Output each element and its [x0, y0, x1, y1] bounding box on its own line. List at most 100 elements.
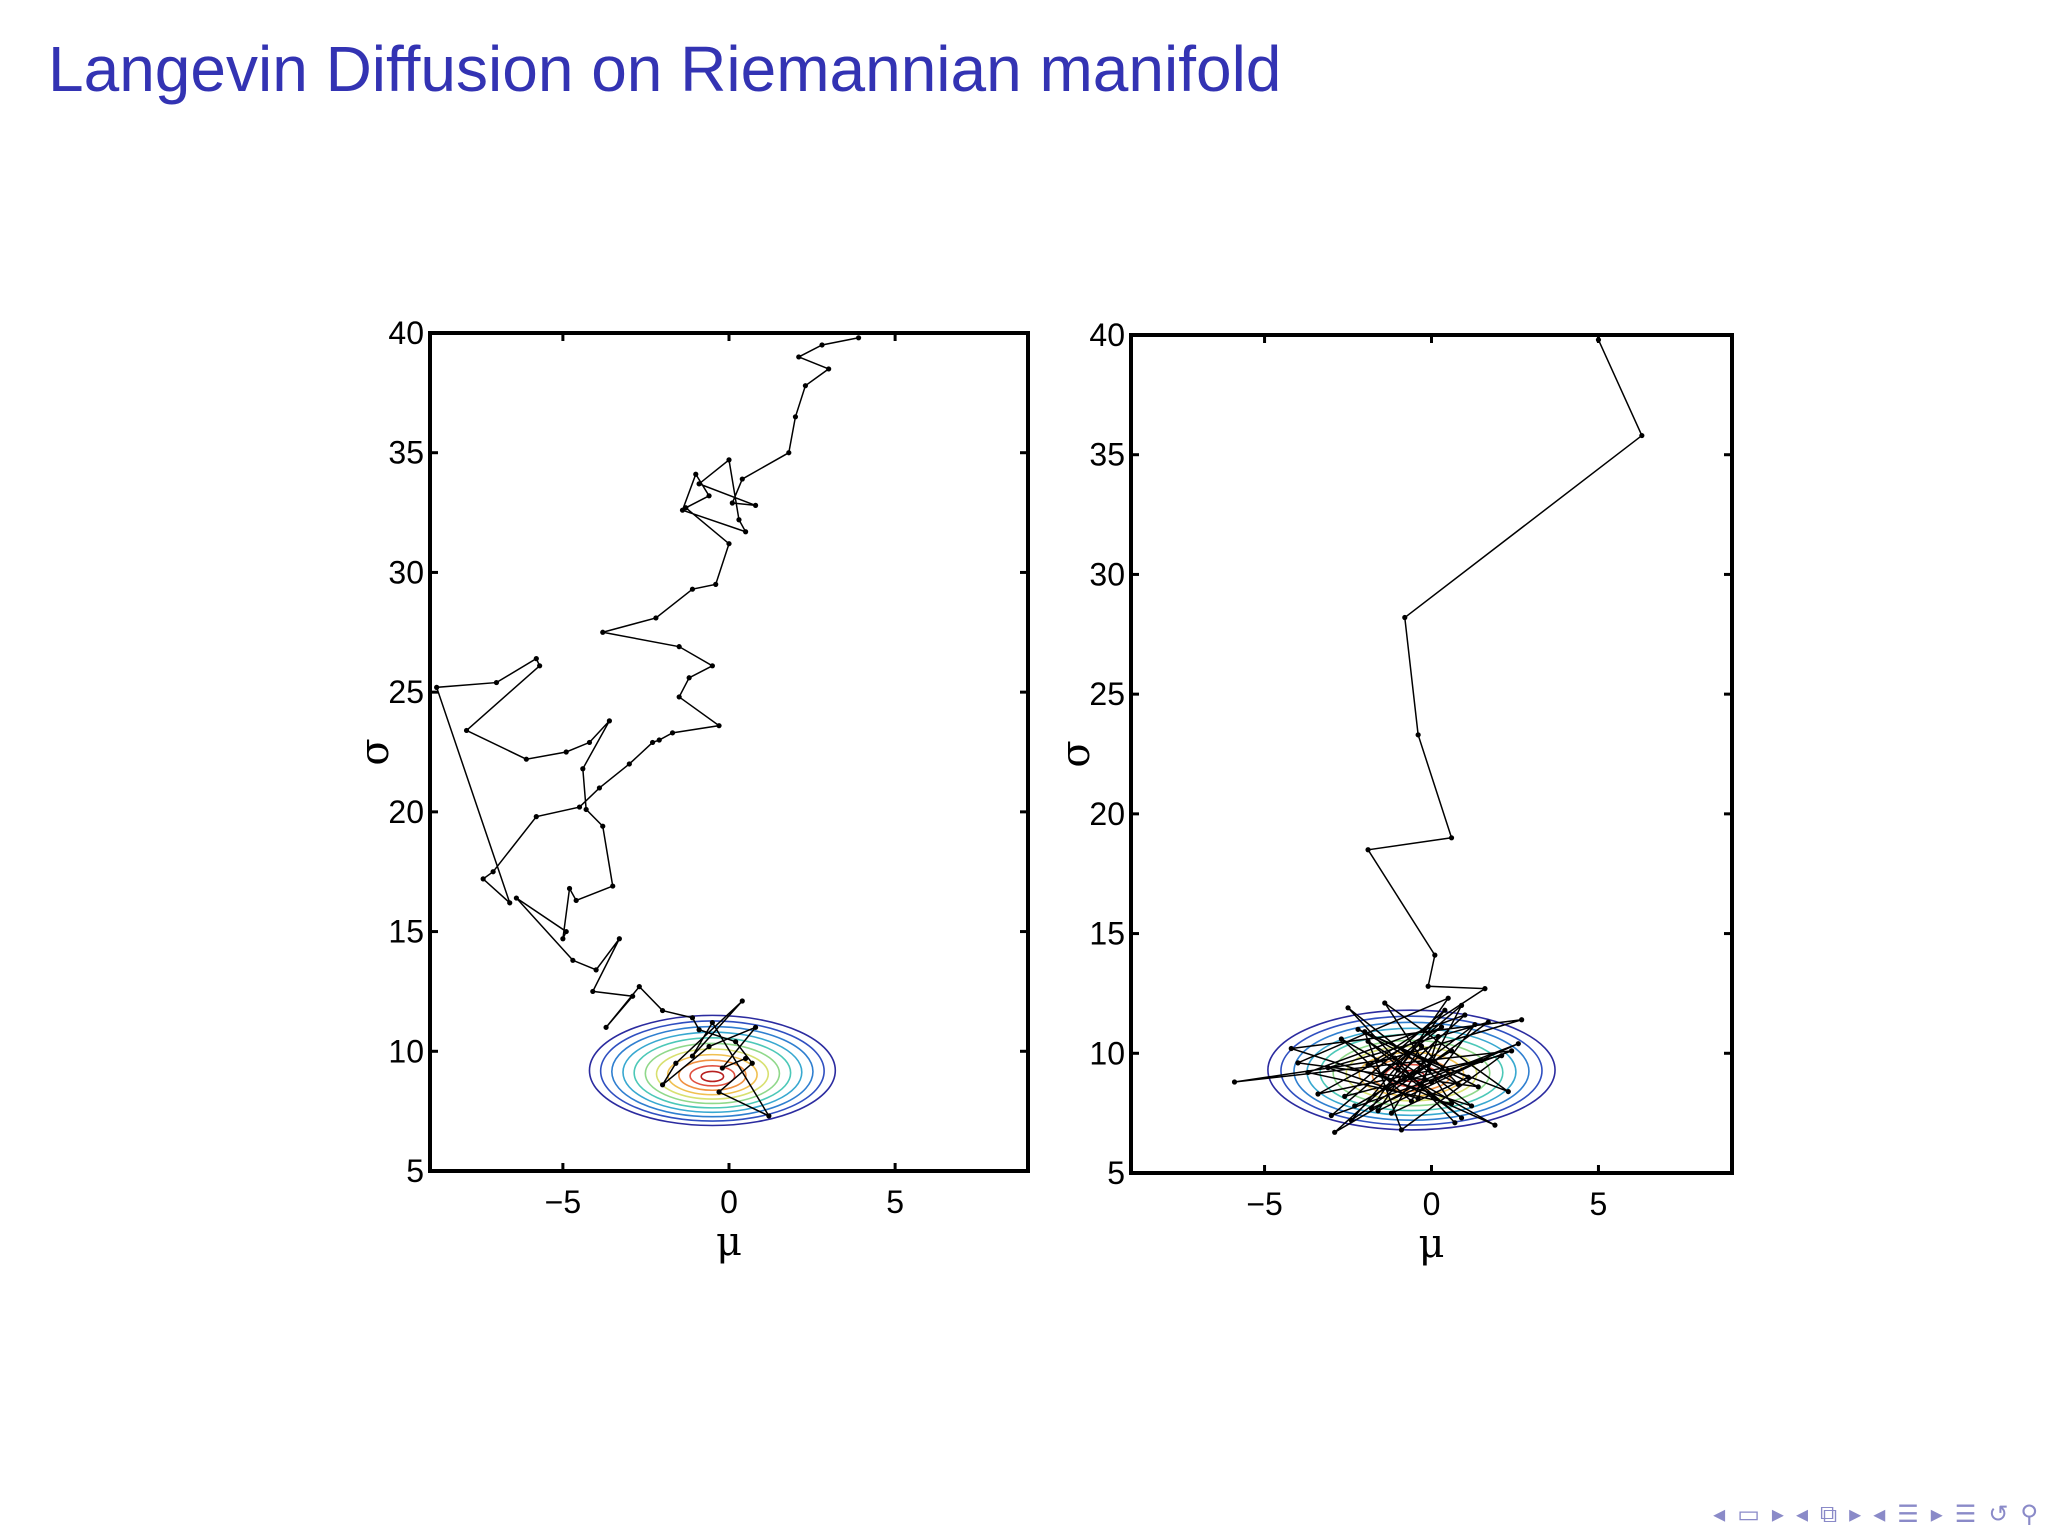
y-tick-label: 5: [1107, 1155, 1125, 1191]
trajectory-point: [626, 761, 632, 767]
trajectory-point: [743, 529, 749, 535]
x-axis-label: μ: [1419, 1221, 1445, 1267]
trajectory-point: [586, 739, 593, 746]
trajectory-point: [580, 766, 586, 772]
trajectory-point: [786, 450, 792, 456]
trajectory-point: [1345, 1005, 1351, 1011]
trajectory-point: [1338, 1036, 1344, 1042]
trajectory-point: [739, 998, 745, 1004]
trajectory-point: [819, 342, 825, 348]
trajectory-point: [603, 1024, 609, 1030]
trajectory-point: [766, 1113, 772, 1119]
trajectory-point: [1468, 1103, 1475, 1109]
trajectory-point: [560, 936, 566, 942]
trajectory-point: [1385, 1086, 1391, 1092]
trajectory-point: [659, 1007, 666, 1014]
y-tick-label: 25: [1089, 676, 1125, 712]
trajectory-point: [610, 883, 616, 889]
trajectory-point: [693, 471, 699, 477]
trajectory-point: [736, 517, 742, 523]
trajectory-point: [1432, 952, 1438, 958]
trajectory-point: [1375, 1108, 1381, 1114]
contour-line: [1280, 1015, 1543, 1126]
nav-frame-icon[interactable]: ▭: [1737, 1500, 1760, 1528]
contour-line: [666, 1053, 758, 1096]
trajectory-point: [1382, 1000, 1388, 1006]
trajectory-point: [563, 928, 569, 935]
trajectory-point: [1231, 1079, 1238, 1085]
trajectory-point: [1415, 732, 1421, 738]
trajectory-point: [1492, 1122, 1498, 1128]
trajectory-point: [593, 967, 599, 973]
trajectory-point: [1472, 1021, 1478, 1028]
contour-line: [588, 1014, 837, 1127]
trajectory-point: [1445, 995, 1451, 1001]
trajectory-point: [1398, 1127, 1405, 1133]
trajectory-point: [689, 1053, 696, 1059]
trajectory-point: [480, 876, 486, 882]
slide-title: Langevin Diffusion on Riemannian manifol…: [48, 33, 1282, 105]
nav-back-icon[interactable]: ↺: [1988, 1500, 2009, 1528]
trajectory-point: [719, 1065, 725, 1071]
trajectory-point: [1362, 1029, 1368, 1035]
trajectory-point: [669, 730, 676, 736]
trajectory-point: [1388, 1110, 1395, 1116]
trajectory-point: [1485, 1019, 1491, 1025]
contour-line: [678, 1059, 747, 1092]
nav-next-subsection-icon[interactable]: ▸: [1849, 1500, 1862, 1528]
trajectory-point: [1288, 1045, 1294, 1052]
trajectory-point: [573, 897, 579, 904]
nav-next-section-icon[interactable]: ▸: [1930, 1500, 1943, 1528]
y-tick-label: 35: [388, 435, 424, 471]
trajectory-point: [600, 823, 606, 829]
trajectory-point: [726, 457, 732, 463]
trajectory-point: [566, 885, 573, 892]
trajectory-point: [1505, 1088, 1511, 1095]
trajectory-point: [1352, 1103, 1358, 1109]
trajectory-point: [1482, 986, 1488, 992]
trajectory-point: [1515, 1041, 1521, 1047]
trajectory-point: [1499, 1053, 1505, 1059]
trajectory-point: [1342, 1093, 1348, 1099]
trajectory-point: [752, 1024, 759, 1030]
trajectory-point: [533, 656, 539, 662]
trajectory-point: [729, 500, 735, 506]
nav-align-icon[interactable]: ☰: [1954, 1500, 1977, 1528]
trajectory-point: [1365, 1038, 1371, 1044]
trajectory-point: [537, 663, 543, 669]
trajectory-point: [733, 1039, 739, 1045]
x-tick-label: −5: [1246, 1186, 1282, 1222]
trajectory-point: [706, 1043, 712, 1050]
trajectory-point: [649, 739, 656, 746]
y-tick-label: 10: [1089, 1035, 1125, 1071]
trajectory-point: [826, 366, 832, 372]
trajectory-point: [726, 541, 732, 547]
y-tick-label: 25: [388, 674, 424, 710]
nav-next-frame-icon[interactable]: ▸: [1771, 1500, 1784, 1528]
nav-prev-subsection-icon[interactable]: ◂: [1795, 1500, 1808, 1528]
contour-line: [655, 1048, 770, 1100]
nav-section-icon[interactable]: ☰: [1897, 1500, 1919, 1528]
trajectory-point: [583, 806, 589, 813]
trajectory-point: [1425, 983, 1431, 989]
contour-line: [633, 1036, 792, 1109]
y-tick-label: 20: [1089, 796, 1125, 832]
contour-line: [689, 1065, 736, 1087]
nav-subsection-icon[interactable]: ⧉: [1820, 1500, 1838, 1528]
plot-area: [1231, 337, 1645, 1135]
trajectory-point: [1415, 1096, 1421, 1102]
nav-search-icon[interactable]: ⚲: [2020, 1500, 2038, 1528]
trajectory-point: [563, 749, 569, 755]
trajectory-point: [709, 663, 715, 669]
trajectory-point: [490, 869, 496, 875]
trajectory-point: [576, 804, 583, 810]
trajectory-point: [689, 1015, 696, 1021]
beamer-navigation-bar: ◂ ▭ ▸ ◂ ⧉ ▸ ◂ ☰ ▸ ☰ ↺ ⚲: [1713, 1500, 2038, 1528]
trajectory-point: [743, 1055, 749, 1062]
y-tick-label: 35: [1089, 437, 1125, 473]
nav-prev-section-icon[interactable]: ◂: [1873, 1500, 1886, 1528]
trajectory-point: [570, 957, 576, 963]
trajectory-point: [1428, 1079, 1435, 1085]
y-tick-label: 20: [388, 794, 424, 830]
nav-prev-frame-icon[interactable]: ◂: [1713, 1500, 1726, 1528]
